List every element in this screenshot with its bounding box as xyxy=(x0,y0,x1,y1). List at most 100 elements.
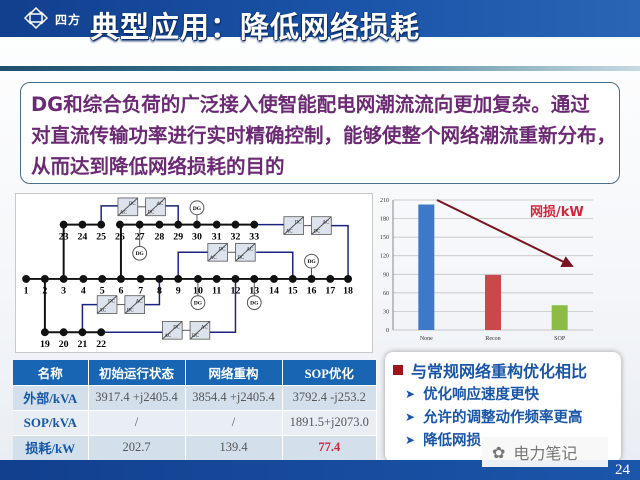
chart-title: 网损/kW xyxy=(530,204,584,220)
bus-node xyxy=(115,220,124,229)
y-tick-label: 90 xyxy=(383,272,389,278)
[object Object]: converter-diagonal xyxy=(117,197,139,217)
[object Object]: converter-diagonal xyxy=(124,295,145,314)
wechat-icon: ✿ xyxy=(492,442,506,462)
comparison-heading: 与常规网络重构优化相比 xyxy=(393,358,621,382)
page-title: 典型应用：降低网络损耗 xyxy=(90,10,421,44)
y-tick-label: 180 xyxy=(380,217,389,223)
bus-label: 13 xyxy=(249,286,259,297)
dg-label: DG xyxy=(307,259,316,265)
cell: 202.7 xyxy=(88,434,186,460)
bus-node xyxy=(97,220,106,229)
cell: 3854.4 +j2405.4 xyxy=(185,384,283,410)
y-tick-label: 60 xyxy=(383,291,389,297)
bus-node xyxy=(79,274,88,283)
bus-label: 5 xyxy=(100,286,105,297)
cell-highlight: 77.4 xyxy=(282,434,377,460)
item-text: 降低网损 xyxy=(423,433,482,449)
converter-label: DC xyxy=(237,256,245,261)
bus-node xyxy=(155,274,164,283)
row-header: 损耗/kW xyxy=(13,434,89,460)
dg-circle xyxy=(132,245,148,261)
bus-label: 31 xyxy=(212,231,222,242)
bus-node xyxy=(78,328,87,337)
bus-label: 28 xyxy=(155,231,165,242)
bus-label: 17 xyxy=(325,286,335,297)
[object Object]: converter-diagonal xyxy=(162,321,183,340)
sop-link xyxy=(81,303,98,333)
bus-node xyxy=(193,220,201,229)
bus-label: 11 xyxy=(212,286,221,297)
table-row: SOP/kVA / / 1891.5+j2073.0 xyxy=(13,409,377,435)
network-diagram: converter-diagonalDCACconverter-diagonal… xyxy=(15,193,373,353)
y-tick-label: 120 xyxy=(380,254,389,260)
cell: 139.4 xyxy=(185,434,283,460)
table-row: 损耗/kW 202.7 139.4 77.4 xyxy=(13,434,377,460)
bus-node xyxy=(288,274,297,283)
bus-label: 24 xyxy=(77,231,87,242)
cell: / xyxy=(88,409,186,435)
converter-label: AC xyxy=(201,325,209,330)
bus-label: 3 xyxy=(61,286,66,297)
bus-node xyxy=(135,220,144,229)
bus-node xyxy=(307,274,316,283)
intro-line: 对直流传输功率进行实时精确控制，能够使整个网络潮流重新分布， xyxy=(31,124,617,147)
page-number: 24 xyxy=(615,462,630,478)
converter-label: DC xyxy=(219,247,227,252)
converter-label: AC xyxy=(322,221,330,226)
brand-name: 四方 xyxy=(55,13,82,27)
bus-node xyxy=(174,274,183,283)
x-tick-label: Recon xyxy=(485,336,500,342)
bus-node xyxy=(97,328,106,337)
bus-node xyxy=(78,220,87,229)
item-text: 允许的调整动作频率更高 xyxy=(423,410,583,426)
dg-circle xyxy=(190,295,206,311)
bus-label: 21 xyxy=(77,339,87,350)
trend-arrow xyxy=(436,199,574,267)
bus-label: 30 xyxy=(192,231,202,242)
arrow-bullet-icon: ➤ xyxy=(405,409,416,424)
bus-node xyxy=(212,220,221,229)
bus-node xyxy=(212,274,221,283)
y-tick-label: 0 xyxy=(386,328,389,334)
col-header: SOP优化 xyxy=(282,360,377,385)
watermark: ✿ 电力笔记 xyxy=(482,437,608,467)
converter-label: DC xyxy=(173,325,181,330)
row-header: 外部/kVA xyxy=(13,384,89,410)
bus-label: 18 xyxy=(343,286,353,297)
bus-node xyxy=(116,274,125,283)
table-header-row: 名称 初始运行状态 网络重构 SOP优化 xyxy=(13,360,377,385)
converter-label: AC xyxy=(246,247,254,252)
dg-label: DG xyxy=(193,206,202,212)
bus-label: 20 xyxy=(59,339,69,350)
y-tick-label: 30 xyxy=(383,309,389,315)
converter-label: DC xyxy=(108,300,116,305)
bar xyxy=(485,274,501,330)
arrow-bullet-icon: ➤ xyxy=(405,432,416,447)
bus-label: 23 xyxy=(59,231,69,242)
bus-label: 33 xyxy=(249,231,259,242)
bus-node xyxy=(344,274,352,283)
converter-label: AC xyxy=(136,300,144,305)
bus-label: 32 xyxy=(231,231,241,242)
converter-label: DC xyxy=(295,221,303,226)
loss-bar-chart: 0 30 60 90 120 150 180 210 None Recon SOP 网损/kW xyxy=(380,198,593,342)
converter-label: DC xyxy=(192,334,200,339)
sop-link xyxy=(256,251,294,279)
converter-label: AC xyxy=(210,256,218,261)
bus-node xyxy=(136,274,145,283)
dg-label: DG xyxy=(194,301,203,307)
list-item: ➤ 优化响应速度更快 xyxy=(393,382,621,405)
bus-label: 6 xyxy=(118,286,123,297)
bus-label: 1 xyxy=(24,286,29,297)
intro-line: DG和综合负荷的广泛接入使智能配电网潮流流向更加复杂。通过 xyxy=(31,93,590,116)
sop-link xyxy=(209,278,237,333)
bus-label: 12 xyxy=(231,286,241,297)
col-header: 名称 xyxy=(13,360,89,385)
y-tick-label: 210 xyxy=(380,198,389,204)
converter-label: AC xyxy=(156,202,164,207)
converter-label: AC xyxy=(99,309,107,314)
bus-node xyxy=(326,274,335,283)
col-header: 网络重构 xyxy=(185,360,283,385)
bus-label: 8 xyxy=(157,286,162,297)
